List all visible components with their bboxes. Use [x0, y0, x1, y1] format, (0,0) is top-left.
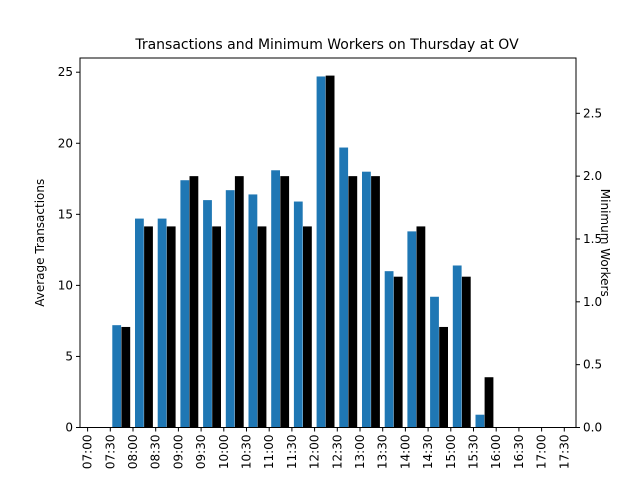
right-axis-label: Minimum Workers — [598, 189, 612, 297]
left-tick-label: 10 — [58, 278, 73, 292]
bar-minimum-workers — [121, 326, 131, 428]
bar-minimum-workers — [234, 176, 244, 428]
right-tick-label: 2.0 — [583, 169, 602, 183]
x-tick-label: 09:00 — [171, 435, 185, 470]
bar-minimum-workers — [416, 226, 426, 428]
bar-minimum-workers — [144, 226, 153, 428]
right-axis: 0.0 0.5 1.0 1.5 2.0 2.5 — [576, 106, 602, 435]
bar-minimum-workers — [280, 176, 290, 428]
bar-average-transactions — [316, 76, 326, 428]
bar-minimum-workers — [371, 176, 380, 428]
bar-average-transactions — [112, 325, 122, 428]
left-tick-label: 5 — [65, 349, 73, 363]
x-tick-label: 16:30 — [512, 435, 526, 470]
bars — [112, 75, 494, 428]
bar-minimum-workers — [348, 176, 358, 428]
bar-minimum-workers — [303, 226, 312, 428]
bar-minimum-workers — [393, 276, 403, 428]
bar-average-transactions — [384, 271, 394, 428]
bar-minimum-workers — [166, 226, 176, 428]
x-tick-label: 08:00 — [126, 435, 140, 470]
bar-average-transactions — [430, 296, 439, 428]
x-tick-label: 07:30 — [103, 435, 117, 470]
x-tick-label: 11:30 — [285, 435, 299, 470]
bar-average-transactions — [225, 190, 235, 428]
bar-average-transactions — [475, 414, 485, 428]
left-tick-label: 20 — [58, 136, 73, 150]
left-axis-label: Average Transactions — [33, 179, 47, 307]
left-tick-label: 15 — [58, 207, 73, 221]
x-tick-label: 17:00 — [535, 435, 549, 470]
bar-average-transactions — [203, 200, 212, 428]
x-tick-label: 10:00 — [217, 435, 231, 470]
bar-minimum-workers — [212, 226, 221, 428]
chart-title: Transactions and Minimum Workers on Thur… — [134, 37, 519, 53]
bar-average-transactions — [407, 231, 417, 428]
x-tick-label: 13:00 — [353, 435, 367, 470]
x-tick-label: 10:30 — [240, 435, 254, 470]
bar-minimum-workers — [325, 75, 335, 428]
left-axis: 0 5 10 15 20 25 — [58, 65, 80, 435]
x-tick-label: 08:30 — [149, 435, 163, 470]
x-tick-label: 14:00 — [398, 435, 412, 470]
x-tick-label: 15:30 — [467, 435, 481, 470]
left-tick-label: 0 — [65, 421, 73, 435]
bar-average-transactions — [248, 194, 258, 428]
bar-minimum-workers — [189, 176, 199, 428]
x-tick-label: 09:30 — [194, 435, 208, 470]
right-tick-label: 0.5 — [583, 358, 602, 372]
plot-frame — [79, 57, 577, 428]
x-tick-label: 11:00 — [262, 435, 276, 470]
x-axis: 07:00 07:30 08:00 08:30 09:00 09:30 10:00 10:30… — [81, 427, 571, 470]
right-tick-label: 1.0 — [583, 295, 602, 309]
bar-minimum-workers — [484, 377, 494, 428]
x-tick-label: 14:30 — [421, 435, 435, 470]
bar-average-transactions — [452, 265, 462, 428]
bar-minimum-workers — [439, 326, 448, 428]
bar-minimum-workers — [257, 226, 267, 428]
x-tick-label: 12:30 — [330, 435, 344, 470]
x-tick-label: 13:30 — [376, 435, 390, 470]
x-tick-label: 12:00 — [308, 435, 322, 470]
x-tick-label: 15:00 — [444, 435, 458, 470]
bar-average-transactions — [293, 201, 303, 428]
bar-minimum-workers — [461, 276, 471, 428]
bar-average-transactions — [339, 147, 349, 428]
bar-average-transactions — [180, 180, 190, 428]
x-tick-label: 07:00 — [81, 435, 95, 470]
right-tick-label: 2.5 — [583, 106, 602, 120]
x-tick-label: 17:30 — [557, 435, 571, 470]
right-tick-label: 1.5 — [583, 232, 602, 246]
x-tick-label: 16:00 — [489, 435, 503, 470]
right-tick-label: 0.0 — [583, 421, 602, 435]
left-tick-label: 25 — [58, 65, 73, 79]
bar-average-transactions — [362, 171, 371, 428]
bar-average-transactions — [157, 218, 167, 428]
bar-average-transactions — [271, 170, 280, 428]
bar-average-transactions — [135, 218, 144, 428]
